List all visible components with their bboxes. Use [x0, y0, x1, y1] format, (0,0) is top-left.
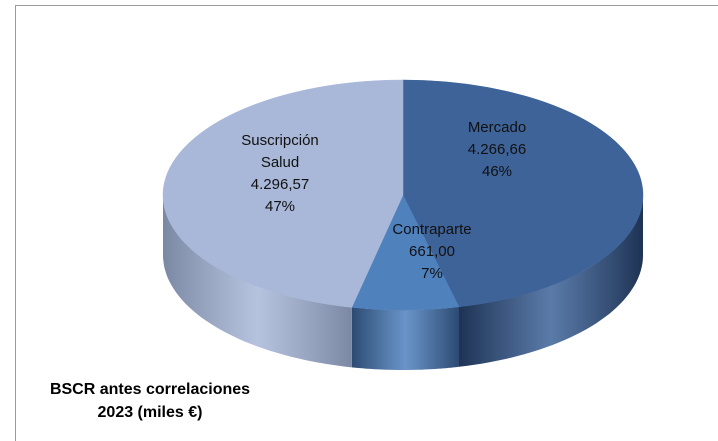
data-label: Mercado 4.266,66 46% [437, 117, 557, 183]
slice-side [459, 195, 643, 367]
data-label: Suscripción Salud 4.296,57 47% [221, 130, 339, 218]
label-value: 4.266,66 [467, 141, 527, 158]
label-name: Contraparte [392, 221, 472, 238]
label-value: 661,00 [409, 243, 455, 260]
label-name: Mercado [467, 119, 527, 136]
slice-side [163, 195, 352, 368]
label-percent: 46% [481, 163, 513, 180]
data-label: Contraparte 661,00 7% [372, 219, 492, 285]
slice-side [351, 306, 459, 370]
label-value: 4.296,57 [250, 176, 310, 193]
chart-title: BSCR antes correlaciones 2023 (miles €) [49, 381, 251, 421]
label-name: Suscripción Salud [241, 132, 319, 171]
label-percent: 47% [264, 198, 296, 215]
label-percent: 7% [421, 265, 443, 282]
slice [402, 79, 644, 308]
slice [162, 79, 404, 308]
slice [351, 194, 460, 311]
